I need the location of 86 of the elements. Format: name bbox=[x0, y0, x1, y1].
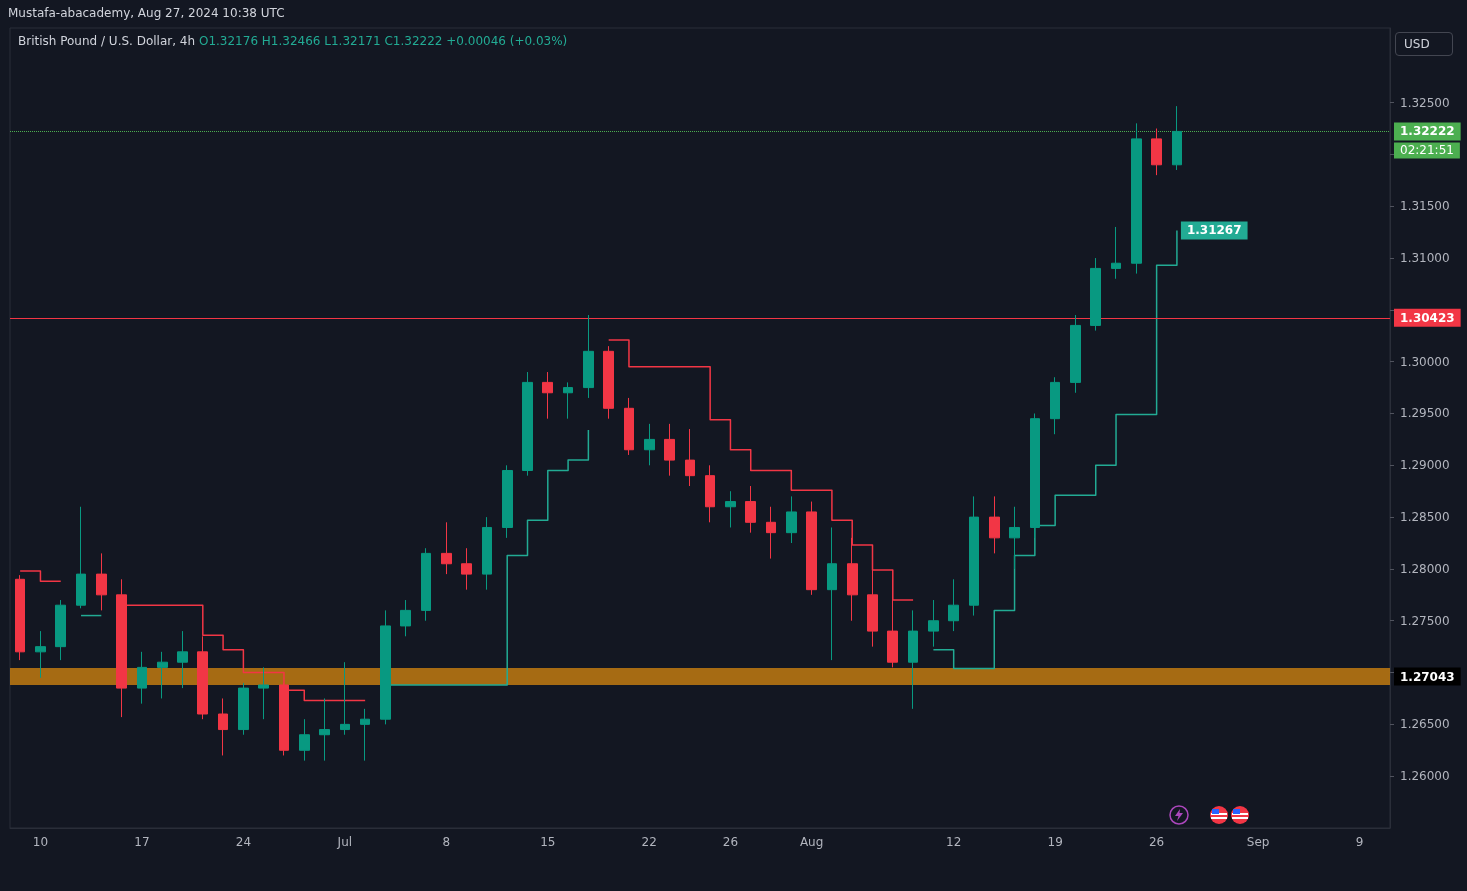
candlestick bbox=[766, 506, 776, 560]
y-tick-label: 1.29000 bbox=[1400, 458, 1450, 473]
text: USD bbox=[1395, 32, 1453, 56]
y-tick-label: 1.27500 bbox=[1400, 613, 1450, 628]
text: 02:21:51 bbox=[1400, 143, 1454, 158]
text: Mustafa-abacademy, Aug 27, 2024 10:38 UTC bbox=[8, 6, 285, 20]
candlestick bbox=[502, 464, 513, 539]
candlestick bbox=[421, 547, 431, 622]
candlestick bbox=[461, 547, 472, 591]
y-tick-label: 1.28500 bbox=[1400, 510, 1450, 525]
candlestick bbox=[299, 718, 310, 762]
candlestick bbox=[157, 651, 168, 699]
candlestick bbox=[1070, 314, 1081, 394]
candlestick bbox=[1111, 226, 1121, 280]
x-tick-label: 19 bbox=[1047, 835, 1063, 849]
x-tick-label: 17 bbox=[134, 835, 150, 849]
x-tick-label: Jul bbox=[336, 835, 353, 849]
candlestick bbox=[380, 609, 391, 725]
candlestick bbox=[35, 630, 46, 679]
y-tick-label: 1.31500 bbox=[1400, 199, 1450, 214]
y-tick-label: 1.29500 bbox=[1400, 406, 1450, 421]
x-tick-label: 24 bbox=[235, 835, 252, 849]
data-label: 1.31267 bbox=[1186, 223, 1242, 238]
candlestick bbox=[400, 599, 411, 637]
candlestick bbox=[603, 345, 614, 420]
candlestick bbox=[1172, 105, 1182, 171]
candlestick bbox=[1030, 412, 1040, 539]
candlestick bbox=[1090, 257, 1101, 332]
x-tick-label: 26 bbox=[1148, 835, 1165, 849]
y-tick-label: 1.30000 bbox=[1400, 354, 1450, 369]
candlestick bbox=[55, 599, 66, 661]
x-tick-label: 26 bbox=[722, 835, 739, 849]
candlestick bbox=[96, 552, 107, 611]
y-tick-label: 1.28000 bbox=[1400, 561, 1450, 576]
candlestick bbox=[948, 578, 959, 632]
x-tick-label: 22 bbox=[641, 835, 657, 849]
y-tick-label: 1.31000 bbox=[1400, 251, 1450, 266]
x-tick-label: Sep bbox=[1246, 835, 1270, 849]
candlestick bbox=[1009, 506, 1020, 570]
candlestick bbox=[340, 661, 350, 736]
x-tick-label: 12 bbox=[946, 835, 962, 849]
candlestick bbox=[1131, 122, 1142, 275]
candlestick bbox=[177, 630, 188, 689]
candlestick bbox=[908, 609, 918, 710]
y-tick-label: 1.26500 bbox=[1400, 717, 1450, 732]
x-tick-label: 15 bbox=[540, 835, 556, 849]
candlestick bbox=[644, 423, 655, 466]
candlestick bbox=[15, 574, 25, 661]
candlestick bbox=[238, 682, 249, 736]
candlestick bbox=[319, 697, 330, 762]
candlestick bbox=[664, 423, 675, 477]
x-tick-label: 8 bbox=[442, 835, 451, 849]
candlestick bbox=[969, 495, 979, 617]
candlestick bbox=[137, 651, 147, 705]
candlestick bbox=[725, 490, 736, 528]
y-tick-label: 1.26000 bbox=[1400, 769, 1450, 784]
text: O1.32176 H1.32466 L1.32171 C1.32222 +0.00046 (+0.03%) bbox=[198, 34, 568, 48]
candlestick bbox=[745, 485, 756, 534]
candlestick bbox=[583, 314, 594, 399]
candlestick bbox=[522, 371, 533, 477]
candlestick bbox=[989, 495, 1000, 554]
x-tick-label: 9 bbox=[1355, 835, 1364, 849]
candlestick bbox=[360, 708, 370, 762]
x-tick-label: Aug bbox=[799, 835, 824, 849]
band-label: 1.27043 bbox=[1400, 669, 1455, 684]
candlestick bbox=[441, 521, 452, 575]
candlestick bbox=[827, 526, 837, 661]
candlestick bbox=[482, 516, 492, 591]
candlestick bbox=[258, 666, 269, 720]
candlestick bbox=[1151, 128, 1162, 176]
candlestick bbox=[563, 381, 573, 420]
x-tick-label: 10 bbox=[32, 835, 49, 849]
ref-line-label: 1.30423 bbox=[1400, 310, 1455, 325]
candlestick bbox=[76, 506, 86, 609]
candlestick bbox=[705, 464, 715, 523]
text: British Pound / U.S. Dollar, 4h bbox=[18, 34, 196, 48]
y-tick-label: 1.32500 bbox=[1400, 95, 1450, 110]
ref-line-label: 1.32222 bbox=[1400, 124, 1455, 139]
candlestick bbox=[806, 501, 817, 596]
candlestick bbox=[1050, 376, 1060, 435]
candlestick bbox=[685, 428, 695, 487]
candlestick bbox=[928, 599, 939, 648]
candlestick bbox=[218, 697, 228, 756]
candlestick bbox=[624, 397, 634, 456]
candlestick bbox=[786, 495, 797, 544]
candlestick bbox=[542, 371, 553, 420]
